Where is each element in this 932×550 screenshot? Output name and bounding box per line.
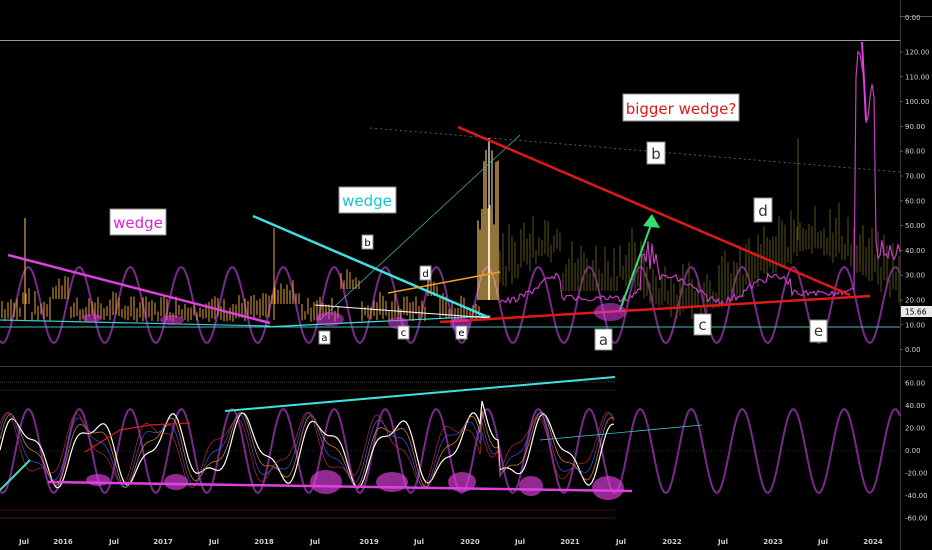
- wedge-mid-upper-line: [252, 214, 491, 320]
- bigger-wedge-upper-line: [457, 125, 851, 297]
- label-d-large: d: [758, 202, 768, 220]
- osc-tick-label: -60.00: [905, 515, 928, 523]
- price-tick-label: 110.00: [905, 73, 930, 81]
- bigger-wedge-text: bigger wedge?: [626, 100, 737, 118]
- dotted-trend-line: [369, 127, 901, 173]
- price-top-tick: 0.00: [905, 14, 921, 22]
- wedge-mid-text: wedge: [342, 192, 392, 210]
- price-tick-label: 30.00: [905, 272, 925, 280]
- oscillator-lines: [0, 400, 615, 489]
- x-tick-label: Jul: [18, 538, 29, 546]
- label-c-large: c: [698, 316, 706, 334]
- wedge-left-lower-line: [0, 319, 271, 327]
- price-tick-label: 120.00: [905, 49, 930, 57]
- x-tick-label: Jul: [817, 538, 828, 546]
- x-tick-label: 2021: [560, 538, 580, 546]
- price-tick-label: 10.00: [905, 321, 925, 329]
- annotation-wedge-mid: wedge: [338, 186, 397, 214]
- wedge-left-text: wedge: [113, 214, 163, 232]
- label-a-small: a: [321, 333, 327, 344]
- annotation-wedge-left: wedge: [109, 208, 167, 236]
- annotation-bigger-wedge: bigger wedge?: [622, 93, 740, 122]
- price-tick-label: 70.00: [905, 173, 925, 181]
- label-c-small: c: [401, 328, 407, 339]
- wedge-left-upper-line: [7, 253, 271, 325]
- x-tick-label: 2020: [460, 538, 480, 546]
- osc-tick-label: 40.00: [905, 402, 925, 410]
- label-d-small: d: [422, 269, 428, 280]
- osc-cyan-start: [0, 459, 31, 491]
- x-tick-label: Jul: [514, 538, 525, 546]
- price-tick-label: 0.00: [905, 346, 921, 354]
- x-tick-label: Jul: [108, 538, 119, 546]
- bigger-wedge-lower-line: [439, 294, 871, 324]
- x-tick-label: Jul: [717, 538, 728, 546]
- x-tick-label: Jul: [413, 538, 424, 546]
- price-y-axis: 120.00 110.00 100.00 90.00 80.00 70.00 60.00 50…: [900, 49, 930, 354]
- green-arrow-line: [619, 221, 653, 311]
- x-tick-label: 2018: [254, 538, 274, 546]
- letter-labels-small: b a c d e: [318, 234, 468, 345]
- price-tick-label: 90.00: [905, 123, 925, 131]
- letter-labels-large: a b c d e: [594, 141, 828, 351]
- current-value-text: 15.66: [905, 308, 927, 317]
- osc-tick-label: -40.00: [905, 492, 928, 500]
- x-tick-label: 2019: [359, 538, 379, 546]
- x-axis: Jul 2016 Jul 2017 Jul 2018 Jul 2019 Jul 2020 Jul 20…: [18, 538, 883, 546]
- orange-line: [387, 271, 501, 294]
- x-tick-label: Jul: [309, 538, 320, 546]
- x-tick-label: Jul: [208, 538, 219, 546]
- osc-upper-cyan-line: [224, 376, 616, 412]
- label-e-large: e: [814, 322, 823, 340]
- x-tick-label: 2017: [153, 538, 173, 546]
- green-arrow-head: [643, 214, 660, 228]
- white-line: [314, 304, 491, 319]
- x-tick-label: 2022: [662, 538, 682, 546]
- pink-price-series: [499, 41, 901, 307]
- price-tick-label: 80.00: [905, 148, 925, 156]
- price-trendlines: [0, 125, 901, 328]
- x-tick-label: Jul: [615, 538, 626, 546]
- price-tick-label: 100.00: [905, 98, 930, 106]
- sine-wave-price: [0, 265, 901, 345]
- osc-tick-label: 20.00: [905, 425, 925, 433]
- price-tick-label: 60.00: [905, 197, 925, 205]
- oscillator-level-lines: [0, 381, 900, 519]
- label-e-small: e: [458, 328, 464, 339]
- x-tick-label: 2016: [53, 538, 73, 546]
- osc-tick-label: 0.00: [905, 447, 921, 455]
- price-tick-label: 20.00: [905, 297, 925, 305]
- thin-cyan-diagonal: [319, 134, 521, 321]
- oscillator-pink-ellipses: [86, 470, 624, 500]
- osc-thin-cyan-line: [539, 424, 703, 441]
- oscillator-y-axis: 60.00 40.00 20.00 0.00 -20.00 -40.00 -60.00: [905, 380, 928, 523]
- label-b-large: b: [651, 145, 661, 163]
- wedge-mid-lower-line: [264, 315, 491, 328]
- label-b-small: b: [364, 238, 370, 249]
- current-value-badge: 15.66: [901, 306, 932, 317]
- x-tick-label: 2023: [763, 538, 783, 546]
- osc-tick-label: -20.00: [905, 470, 928, 478]
- x-tick-label: 2024: [863, 538, 883, 546]
- osc-tick-label: 60.00: [905, 380, 925, 388]
- price-tick-label: 40.00: [905, 247, 925, 255]
- price-tick-label: 50.00: [905, 222, 925, 230]
- label-a-large: a: [599, 331, 608, 349]
- osc-red-line: [84, 422, 191, 453]
